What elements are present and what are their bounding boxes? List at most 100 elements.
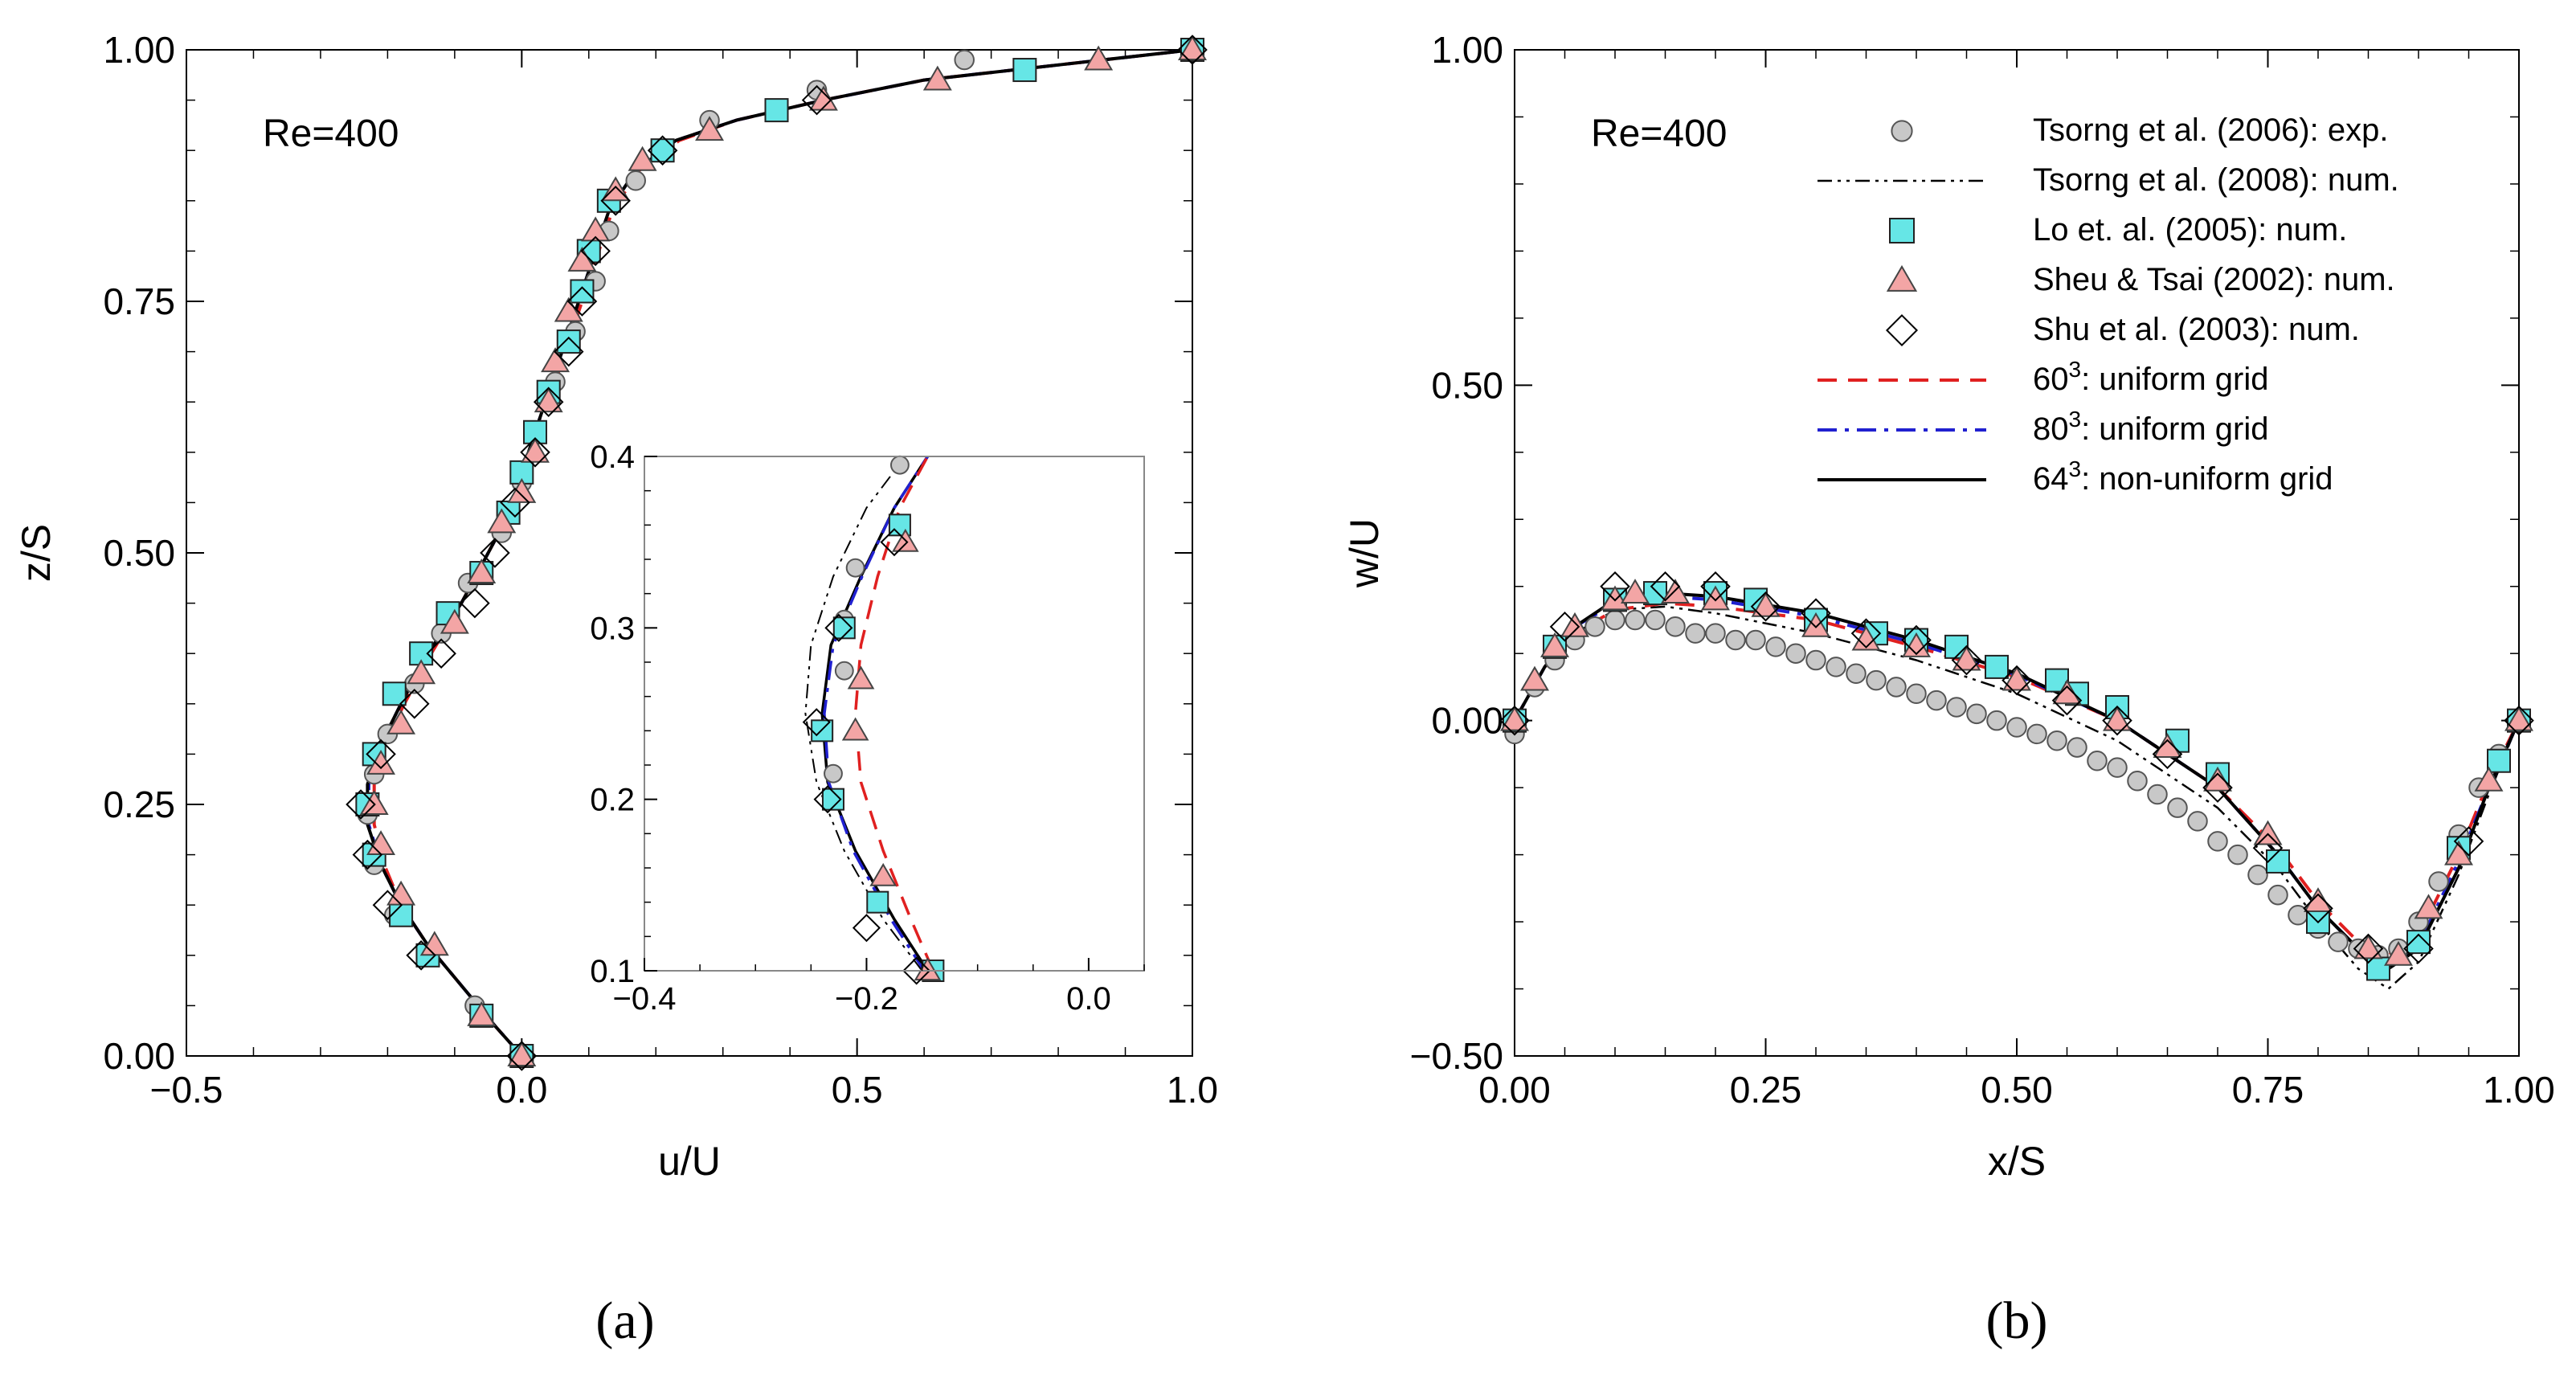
panel-b-y-axis-label: w/U: [1342, 518, 1387, 588]
marker-sheu: [1851, 625, 1881, 651]
marker-sheu: [567, 246, 597, 272]
panel-a-ticks: −0.5 0.0 0.5 1.0 0.00 0.25 0.50 0.75 1.00: [103, 29, 1218, 1111]
marker-exp: [1946, 697, 1967, 718]
legend-label-rest: : uniform grid: [2081, 411, 2268, 447]
marker-sheu: [2504, 706, 2533, 731]
inset-marker-exp: [889, 455, 910, 475]
marker-exp: [2167, 797, 2188, 818]
y-tick-label: 0.50: [103, 532, 175, 574]
marker-lo: [2266, 849, 2290, 874]
marker-lo: [1012, 58, 1037, 83]
inset-marker-lo: [866, 890, 889, 914]
marker-shu: [566, 286, 598, 317]
inset-series-line-tsorng_num: [804, 456, 923, 972]
legend-entry-u80: 803: uniform grid: [1818, 407, 2269, 447]
panel-a-annotation: Re=400: [263, 113, 399, 155]
marker-shu: [1499, 705, 1530, 736]
marker-exp: [1625, 609, 1646, 631]
inset-y-tick-label: 0.3: [590, 611, 635, 646]
legend-label-text: 60: [2033, 362, 2069, 397]
inset-x-tick-label: 0.0: [1066, 981, 1111, 1017]
marker-exp: [1785, 643, 1806, 664]
inset-marker-shu: [852, 914, 881, 943]
marker-sheu: [554, 297, 583, 322]
marker-lo: [764, 98, 789, 123]
legend-marker-sheu: [1886, 264, 1918, 292]
legend-label: 643: non-uniform grid: [2033, 456, 2333, 497]
legend-label: 603: uniform grid: [2033, 357, 2269, 397]
x-tick-label: 0.50: [1981, 1069, 2053, 1111]
marker-sheu: [2002, 665, 2031, 691]
marker-shu: [2102, 705, 2132, 736]
legend-label: Tsorng et al. (2006): exp.: [2033, 113, 2388, 148]
legend-entry-shu: Shu et al. (2003): num.: [1885, 312, 2360, 347]
marker-exp: [2207, 831, 2228, 852]
x-tick-label: 1.0: [1167, 1069, 1218, 1111]
marker-shu: [2202, 772, 2233, 803]
marker-exp: [2087, 750, 2108, 771]
marker-exp: [2428, 871, 2449, 892]
marker-shu: [2051, 685, 2083, 716]
inset-marker-shu: [813, 785, 842, 814]
marker-exp: [1584, 616, 1605, 637]
marker-sheu: [1902, 632, 1931, 657]
marker-shu: [1700, 571, 1731, 602]
legend-label-rest: : uniform grid: [2081, 362, 2268, 397]
marker-sheu: [467, 1000, 497, 1026]
inset-marker-lo: [811, 719, 834, 743]
marker-shu: [580, 235, 611, 267]
marker-exp: [1745, 629, 1766, 651]
marker-shu: [506, 1041, 538, 1071]
legend-label-superscript: 3: [2069, 357, 2082, 382]
marker-shu: [2353, 933, 2384, 964]
legend-label-text: Tsorng et al. (2008): num.: [2033, 162, 2399, 198]
marker-sheu: [541, 347, 570, 373]
marker-exp: [1986, 710, 2007, 731]
legend-label: Shu et al. (2003): num.: [2033, 312, 2360, 347]
panel-a-y-axis-label: z/S: [14, 524, 59, 582]
marker-shu: [2504, 705, 2534, 736]
marker-shu: [1801, 598, 1831, 628]
marker-shu: [372, 890, 403, 920]
marker-exp: [1645, 609, 1666, 631]
marker-exp: [1805, 649, 1826, 671]
legend-entry-u60: 603: uniform grid: [1818, 357, 2269, 397]
marker-lo: [650, 138, 675, 163]
marker-exp: [2227, 844, 2248, 865]
marker-shu: [460, 587, 490, 619]
marker-lo: [389, 902, 414, 927]
marker-exp: [2107, 757, 2128, 778]
legend-entry-lo: Lo et. al. (2005): num.: [1889, 212, 2347, 248]
legend-marker-shu: [1885, 313, 1919, 347]
x-tick-label: 0.0: [496, 1069, 547, 1111]
marker-shu: [1901, 624, 1932, 656]
marker-sheu: [1560, 612, 1589, 637]
marker-sheu: [2444, 840, 2473, 865]
marker-exp: [2328, 931, 2349, 952]
marker-exp: [2067, 737, 2087, 758]
marker-shu: [352, 839, 383, 870]
marker-sheu: [628, 145, 657, 171]
inset-marker-shu: [902, 956, 931, 985]
marker-exp: [2127, 771, 2148, 792]
inset-marker-sheu: [847, 665, 875, 690]
y-tick-label: 1.00: [1431, 29, 1503, 71]
marker-exp: [2187, 811, 2208, 832]
marker-shu: [553, 336, 584, 367]
y-tick-label: −0.50: [1410, 1035, 1503, 1077]
panel-b-markers: [1499, 571, 2534, 981]
marker-sheu: [1178, 35, 1207, 60]
marker-shu: [2403, 933, 2434, 964]
marker-exp: [625, 170, 646, 191]
inset-marker-shu: [824, 613, 853, 642]
marker-sheu: [2384, 940, 2413, 966]
marker-sheu: [1801, 612, 1830, 637]
legend-label: Sheu & Tsai (2002): num.: [2033, 262, 2395, 297]
marker-sheu: [1952, 645, 1981, 671]
marker-sheu: [2414, 894, 2443, 919]
marker-lo: [570, 279, 595, 304]
marker-sheu: [1500, 706, 1529, 731]
marker-shu: [2152, 739, 2183, 770]
marker-shu: [533, 387, 564, 417]
marker-lo: [1985, 654, 2009, 679]
